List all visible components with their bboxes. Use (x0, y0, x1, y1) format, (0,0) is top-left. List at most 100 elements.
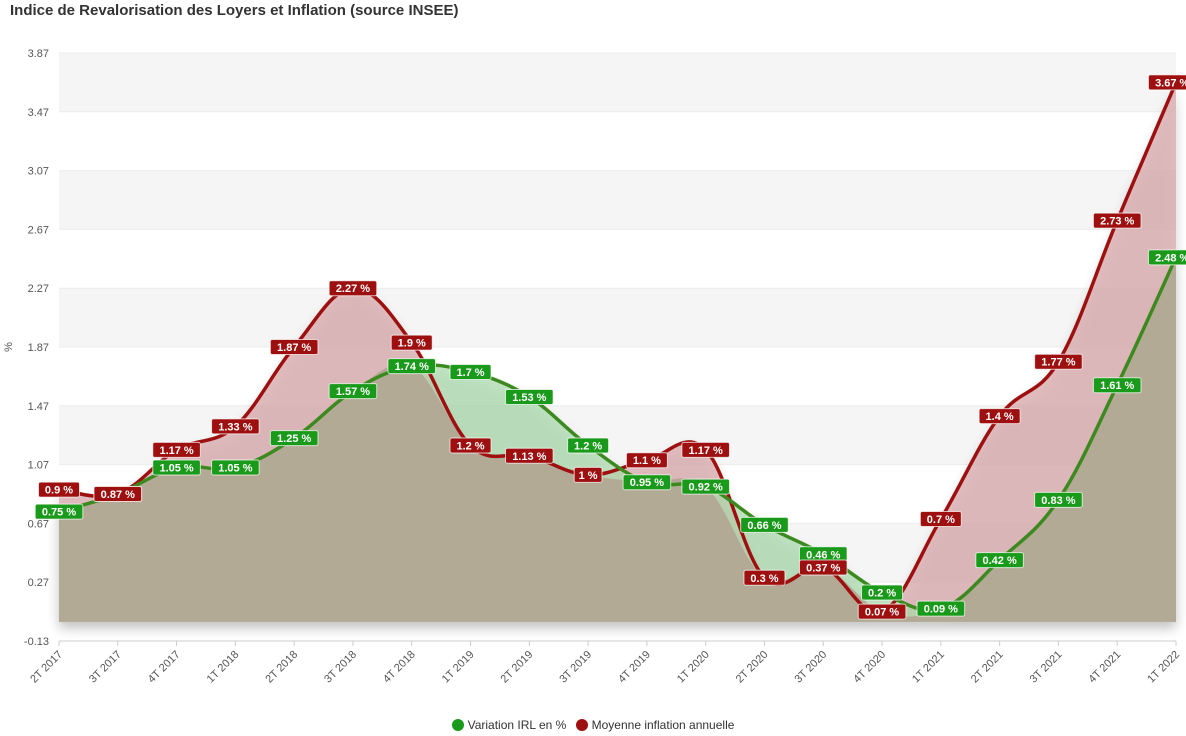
svg-text:3.67 %: 3.67 % (1155, 77, 1186, 89)
red-dot-icon (575, 719, 588, 731)
data-label: 0.95 % (622, 474, 672, 491)
svg-text:2T 2018: 2T 2018 (263, 649, 300, 686)
data-label: 1 % (573, 466, 603, 483)
data-labels: 0.75 % 0.87 % 1.05 % 1.05 % 1.25 % 1.57 % 1.74… (34, 74, 1186, 620)
svg-text:2T 2021: 2T 2021 (969, 649, 1006, 686)
svg-text:3.07: 3.07 (28, 166, 49, 178)
green-dot-icon (451, 719, 464, 731)
svg-text:1T 2020: 1T 2020 (675, 649, 712, 686)
svg-text:1.57 %: 1.57 % (336, 386, 370, 398)
data-label: 0.87 % (93, 486, 143, 502)
data-label: 0.7 % (919, 510, 962, 527)
svg-text:4T 2021: 4T 2021 (1086, 649, 1123, 686)
svg-text:0.42 %: 0.42 % (983, 555, 1017, 567)
svg-text:1.9 %: 1.9 % (398, 338, 426, 350)
data-label: 0.2 % (861, 584, 904, 601)
svg-text:0.92 %: 0.92 % (689, 482, 723, 494)
svg-text:1.05 %: 1.05 % (218, 463, 252, 475)
svg-text:1T 2022: 1T 2022 (1145, 649, 1182, 686)
svg-text:1.13 %: 1.13 % (512, 451, 546, 463)
data-label: 1.7 % (449, 363, 492, 380)
svg-text:4T 2020: 4T 2020 (851, 649, 888, 686)
data-label: 0.09 % (916, 600, 966, 617)
chart-title: Indice de Revalorisation des Loyers et I… (10, 2, 459, 19)
svg-text:0.3 %: 0.3 % (750, 573, 778, 585)
svg-text:2.27 %: 2.27 % (336, 283, 370, 295)
data-label: 0.37 % (798, 559, 848, 576)
svg-text:4T 2017: 4T 2017 (146, 649, 183, 686)
svg-text:1.87 %: 1.87 % (277, 342, 311, 354)
y-axis: -0.13 0.27 0.67 1.07 1.47 1.87 2.27 2.67 3.07 3.4… (24, 48, 49, 648)
svg-text:1.53 %: 1.53 % (512, 392, 546, 404)
svg-text:0.46 %: 0.46 % (806, 549, 840, 561)
svg-text:4T 2018: 4T 2018 (381, 649, 418, 686)
svg-text:2.27: 2.27 (28, 283, 49, 295)
svg-text:1.17 %: 1.17 % (689, 445, 723, 457)
data-label: 1.57 % (328, 383, 378, 400)
data-label: 0.42 % (975, 552, 1024, 569)
data-label: 1.74 % (387, 358, 437, 375)
svg-text:1.74 %: 1.74 % (395, 361, 429, 373)
svg-text:-0.13: -0.13 (24, 636, 49, 648)
svg-text:2.67: 2.67 (28, 224, 49, 236)
svg-text:3.87: 3.87 (28, 48, 49, 60)
data-label: 1.2 % (449, 437, 492, 454)
svg-text:4T 2019: 4T 2019 (616, 649, 653, 686)
data-label: 1.13 % (505, 447, 554, 464)
svg-text:0.9 %: 0.9 % (45, 485, 73, 497)
svg-text:1.33 %: 1.33 % (218, 421, 252, 433)
svg-text:0.95 %: 0.95 % (630, 477, 664, 489)
legend-item-inflation[interactable]: Moyenne inflation annuelle (575, 718, 734, 732)
svg-text:2.73 %: 2.73 % (1100, 216, 1134, 228)
svg-text:1.17 %: 1.17 % (159, 445, 193, 457)
svg-text:3T 2017: 3T 2017 (87, 649, 124, 686)
svg-text:1T 2018: 1T 2018 (205, 649, 242, 686)
data-label: 1.25 % (269, 430, 319, 447)
svg-text:3T 2019: 3T 2019 (557, 649, 594, 686)
data-label: 1.05 % (152, 459, 201, 476)
svg-text:1.77 %: 1.77 % (1041, 357, 1075, 369)
svg-text:2T 2017: 2T 2017 (28, 649, 65, 686)
legend-label-irl: Variation IRL en % (467, 718, 567, 732)
svg-text:1.2 %: 1.2 % (574, 440, 602, 452)
svg-text:0.67: 0.67 (28, 518, 49, 530)
data-label: 2.73 % (1092, 212, 1142, 229)
y-axis-label: % (3, 342, 15, 352)
svg-text:0.7 %: 0.7 % (927, 514, 955, 526)
x-axis: 2T 2017 3T 2017 4T 2017 1T 2018 2T 2018 3T 20… (28, 640, 1182, 686)
data-label: 1.77 % (1034, 353, 1083, 370)
svg-text:0.09 %: 0.09 % (924, 604, 958, 616)
svg-text:1.61 %: 1.61 % (1100, 380, 1134, 392)
data-label: 1.53 % (505, 388, 554, 405)
svg-text:1.1 %: 1.1 % (633, 455, 661, 467)
svg-text:3T 2018: 3T 2018 (322, 649, 359, 686)
data-label: 1.17 % (152, 441, 201, 458)
data-label: 2.48 % (1147, 249, 1186, 266)
svg-text:1.2 %: 1.2 % (456, 440, 484, 452)
svg-text:3T 2021: 3T 2021 (1028, 649, 1065, 686)
svg-text:0.2 %: 0.2 % (868, 587, 896, 599)
svg-text:0.07 %: 0.07 % (865, 607, 899, 619)
legend-item-irl[interactable]: Variation IRL en % (451, 718, 567, 732)
svg-text:2T 2020: 2T 2020 (734, 649, 771, 686)
svg-text:0.75 %: 0.75 % (42, 507, 76, 519)
svg-text:1.07: 1.07 (28, 460, 49, 472)
data-label: 0.75 % (34, 503, 84, 520)
data-label: 0.83 % (1034, 491, 1083, 508)
svg-text:0.66 %: 0.66 % (747, 520, 781, 532)
svg-text:1.05 %: 1.05 % (159, 463, 193, 475)
data-label: 2.27 % (328, 280, 378, 297)
data-label: 0.9 % (38, 481, 80, 498)
svg-text:1.7 %: 1.7 % (456, 367, 484, 379)
data-label: 1.61 % (1092, 377, 1142, 394)
svg-text:1 %: 1 % (579, 470, 598, 482)
data-label: 1.9 % (390, 334, 433, 351)
data-label: 1.17 % (681, 441, 730, 458)
data-label: 0.3 % (743, 569, 786, 586)
data-label: 0.92 % (681, 478, 730, 495)
svg-text:1T 2021: 1T 2021 (910, 649, 947, 686)
svg-text:0.37 %: 0.37 % (806, 563, 840, 575)
data-label: 0.07 % (857, 603, 907, 620)
svg-text:0.87 %: 0.87 % (101, 489, 135, 501)
svg-text:1.4 %: 1.4 % (986, 411, 1014, 423)
